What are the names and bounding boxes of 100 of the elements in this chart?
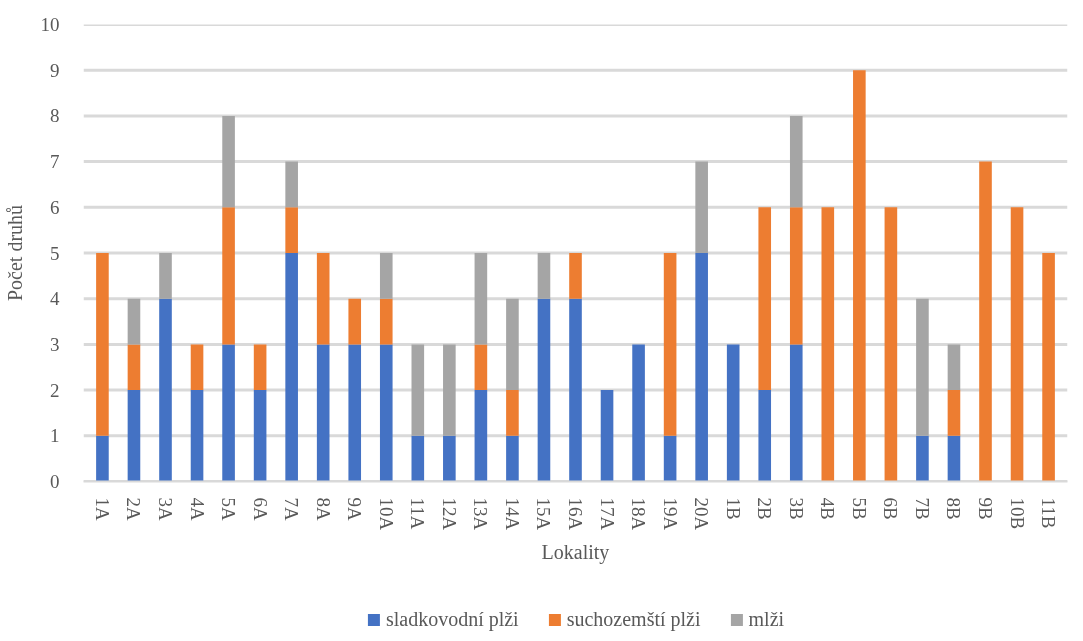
x-tick-label: 9A	[344, 497, 366, 521]
bar	[537, 253, 551, 299]
x-tick-label: 6A	[249, 497, 271, 521]
legend-label: suchozemští plži	[566, 608, 701, 631]
bar	[916, 298, 929, 436]
x-tick-label: 11B	[1038, 497, 1060, 529]
y-tick-label: 1	[50, 425, 60, 447]
bar	[379, 344, 393, 482]
x-tick-label: 8B	[943, 497, 965, 520]
y-tick-label: 3	[50, 333, 60, 355]
bar	[316, 344, 330, 482]
bar	[190, 390, 204, 482]
bar	[537, 298, 551, 482]
bar	[758, 207, 772, 391]
bar	[190, 344, 204, 391]
bar	[789, 344, 803, 482]
x-tick-label: 4B	[817, 497, 839, 520]
y-tick-label: 5	[50, 242, 60, 264]
bar	[853, 70, 866, 482]
x-tick-label: 5A	[218, 497, 240, 521]
bar	[789, 207, 803, 345]
legend-label: mlži	[748, 608, 785, 631]
bar	[127, 344, 141, 391]
x-tick-label: 8A	[312, 497, 334, 521]
bar	[506, 435, 519, 482]
y-tick-label: 7	[50, 151, 60, 173]
bar	[663, 253, 677, 436]
y-tick-label: 8	[50, 105, 60, 127]
bar	[159, 253, 172, 299]
bar	[285, 161, 298, 208]
x-tick-label: 3A	[155, 497, 176, 521]
y-tick-label: 0	[50, 471, 60, 492]
x-tick-label: 15A	[533, 497, 555, 531]
x-tick-label: 10A	[375, 497, 397, 531]
y-tick-label: 9	[50, 59, 60, 81]
bar	[411, 344, 425, 436]
bar	[1010, 207, 1024, 482]
bar	[443, 344, 456, 436]
bar	[884, 207, 898, 482]
x-tick-label: 17A	[596, 497, 618, 531]
bar	[253, 344, 267, 391]
bar	[726, 344, 740, 482]
bar	[600, 390, 614, 482]
bar	[443, 435, 456, 482]
bar	[316, 253, 330, 345]
x-tick-label: 3B	[785, 497, 807, 520]
x-tick-label: 1A	[91, 497, 113, 521]
bar	[474, 390, 488, 482]
bar	[947, 390, 961, 436]
x-tick-label: 7B	[911, 497, 933, 520]
x-tick-label: 2B	[754, 497, 776, 520]
bar	[379, 253, 393, 299]
bar	[474, 253, 488, 345]
bar	[348, 298, 362, 345]
bar	[663, 435, 677, 482]
bar	[821, 207, 835, 482]
x-tick-label: 5B	[848, 497, 870, 520]
bar	[632, 344, 645, 482]
bar	[379, 298, 393, 345]
bar	[411, 435, 425, 482]
y-tick-label: 2	[50, 379, 60, 401]
x-tick-label: 7A	[281, 497, 303, 521]
bar	[1042, 253, 1055, 482]
bar	[127, 298, 141, 345]
bar	[506, 298, 519, 391]
x-tick-label: 2A	[123, 497, 145, 521]
bar	[253, 390, 267, 482]
x-tick-label: 10B	[1006, 497, 1028, 530]
x-tick-label: 1B	[722, 497, 744, 520]
x-tick-label: 20A	[691, 497, 713, 531]
bar	[789, 115, 803, 208]
bar	[474, 344, 488, 391]
x-tick-label: 6B	[880, 497, 902, 520]
x-tick-label: 18A	[628, 497, 650, 531]
bar	[569, 253, 582, 299]
x-tick-label: 13A	[470, 497, 492, 531]
y-axis-title: Počet druhů	[3, 204, 26, 302]
bar	[222, 115, 235, 208]
bar	[127, 390, 141, 482]
bar	[979, 161, 992, 482]
y-tick-label: 10	[40, 14, 60, 35]
bar	[758, 390, 772, 482]
x-tick-label: 12A	[438, 497, 460, 531]
bar	[695, 161, 708, 253]
bar	[916, 435, 929, 482]
bar	[96, 253, 109, 436]
x-tick-label: 9B	[975, 497, 996, 520]
bar	[569, 298, 582, 482]
bar	[947, 435, 961, 482]
x-tick-label: 11A	[407, 497, 429, 530]
bar	[285, 253, 298, 482]
y-tick-label: 6	[50, 196, 60, 218]
bar	[695, 253, 708, 482]
x-tick-label: 14A	[501, 497, 523, 531]
bar	[159, 298, 172, 482]
bar	[96, 435, 109, 482]
x-axis-title: Lokality	[541, 541, 610, 565]
x-tick-label: 4A	[186, 497, 208, 521]
x-tick-label: 16A	[565, 497, 586, 531]
bar	[506, 390, 519, 436]
